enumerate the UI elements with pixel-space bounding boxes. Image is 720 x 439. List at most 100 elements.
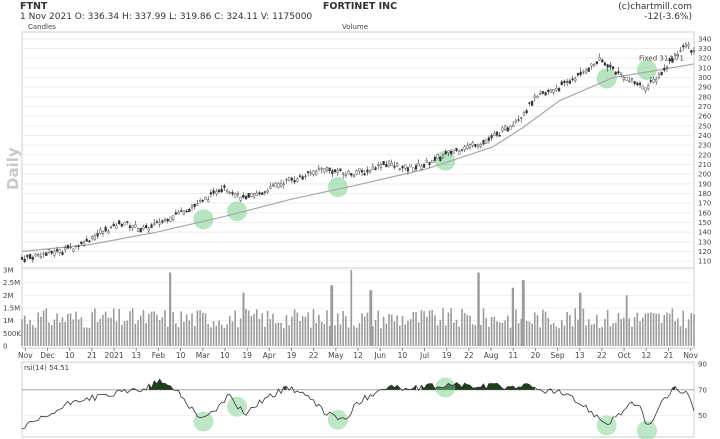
- candle-body: [142, 226, 145, 230]
- volume-bar: [377, 310, 380, 346]
- company-title: FORTINET INC: [323, 1, 397, 12]
- candle-body: [136, 227, 140, 232]
- volume-bar: [253, 313, 255, 346]
- candle-body: [396, 162, 399, 167]
- volume-tick-label: 0: [3, 343, 7, 351]
- volume-bar: [482, 308, 485, 346]
- candle-body: [166, 219, 169, 222]
- price-tick-label: 110: [698, 258, 711, 266]
- candle-body: [649, 80, 652, 82]
- candle-body: [109, 226, 113, 229]
- candle-body: [339, 168, 342, 171]
- volume-bar: [237, 327, 239, 346]
- candle-body: [587, 67, 590, 72]
- candle-body: [514, 120, 517, 123]
- price-tick-label: 250: [698, 122, 711, 130]
- volume-bar: [466, 314, 469, 346]
- volume-bar: [193, 326, 196, 346]
- candle-body: [244, 196, 248, 200]
- volume-spike-bar: [350, 270, 353, 346]
- volume-bar: [129, 311, 131, 346]
- candle-body: [88, 240, 91, 243]
- price-tick-label: 120: [698, 248, 711, 256]
- candle-body: [476, 143, 480, 147]
- candle-body: [501, 127, 504, 132]
- rsi-tick-label: 90: [698, 361, 707, 369]
- volume-bar: [447, 312, 450, 346]
- volume-bar: [609, 326, 612, 346]
- candle-body: [323, 168, 326, 173]
- candle-body: [493, 133, 496, 137]
- volume-bar: [417, 322, 420, 346]
- candle-body: [568, 80, 571, 84]
- change-readout: -12(-3.6%): [644, 12, 692, 22]
- candle-body: [401, 165, 404, 169]
- candle-body: [352, 174, 356, 177]
- volume-bar: [639, 321, 641, 346]
- volume-bar: [202, 312, 204, 346]
- volume-bar: [431, 309, 434, 346]
- candle-body: [199, 200, 202, 202]
- candle-body: [441, 154, 445, 158]
- volume-bar: [331, 285, 334, 346]
- volume-bar: [191, 313, 193, 346]
- candle-body: [620, 72, 623, 75]
- volume-bar: [577, 319, 579, 346]
- candle-body: [234, 193, 237, 198]
- volume-bar: [355, 327, 358, 346]
- candle-body: [428, 161, 431, 165]
- volume-bars-group: 3M 2.5M 2M 1.5M 1M 500K 0: [3, 267, 695, 351]
- volume-bar: [658, 313, 660, 346]
- x-axis-ticks: Nov Dec 10 21 2021 13 Feb 10 Mar 10 19 Apr 19 22 May 12…: [18, 348, 699, 360]
- candle-body: [644, 87, 647, 91]
- candle-body: [217, 189, 221, 193]
- volume-panel-label: Volume: [342, 23, 368, 31]
- candle-body: [417, 163, 420, 167]
- volume-bar: [525, 320, 528, 346]
- x-tick-label: Sep: [551, 351, 565, 360]
- volume-spike-bar: [511, 287, 514, 346]
- volume-bar: [655, 313, 658, 346]
- volume-bar: [91, 312, 93, 346]
- candle-body: [266, 190, 269, 193]
- candle-body: [344, 174, 347, 176]
- volume-bar: [366, 312, 369, 346]
- candle-body: [61, 251, 64, 255]
- volume-bar: [650, 312, 652, 346]
- volume-bar: [593, 323, 595, 346]
- candle-body: [420, 165, 423, 170]
- candle-body: [288, 176, 291, 182]
- volume-bar: [255, 309, 258, 346]
- candle-body: [31, 256, 34, 260]
- volume-bar: [436, 325, 439, 346]
- candle-body: [139, 228, 142, 233]
- volume-bar: [582, 308, 585, 346]
- volume-bar: [131, 308, 134, 346]
- volume-bar: [420, 310, 423, 346]
- volume-bar: [218, 320, 220, 346]
- candle-body: [463, 146, 466, 150]
- candle-body: [58, 249, 61, 253]
- volume-spike-bar: [242, 292, 245, 346]
- candle-body: [285, 179, 288, 181]
- volume-bar: [80, 317, 83, 346]
- volume-bar: [45, 308, 48, 346]
- candle-body: [609, 64, 612, 68]
- volume-bar: [488, 326, 490, 346]
- date-ohlc-readout: 1 Nov 2021 O: 336.34 H: 337.99 L: 319.86…: [20, 12, 312, 22]
- candle-body: [39, 256, 42, 259]
- candle-body: [163, 218, 167, 221]
- candle-body: [498, 134, 501, 137]
- volume-bar: [463, 312, 466, 346]
- volume-bar: [40, 316, 42, 346]
- price-tick-label: 280: [698, 93, 711, 101]
- volume-bar: [37, 312, 39, 346]
- candle-body: [193, 203, 196, 207]
- x-tick-label: Feb: [152, 351, 166, 360]
- highlight-circle: [636, 59, 657, 80]
- volume-bar: [269, 319, 272, 346]
- volume-bar: [477, 272, 479, 346]
- volume-bar: [223, 327, 226, 346]
- volume-bar: [606, 309, 609, 346]
- candle-body: [668, 58, 671, 62]
